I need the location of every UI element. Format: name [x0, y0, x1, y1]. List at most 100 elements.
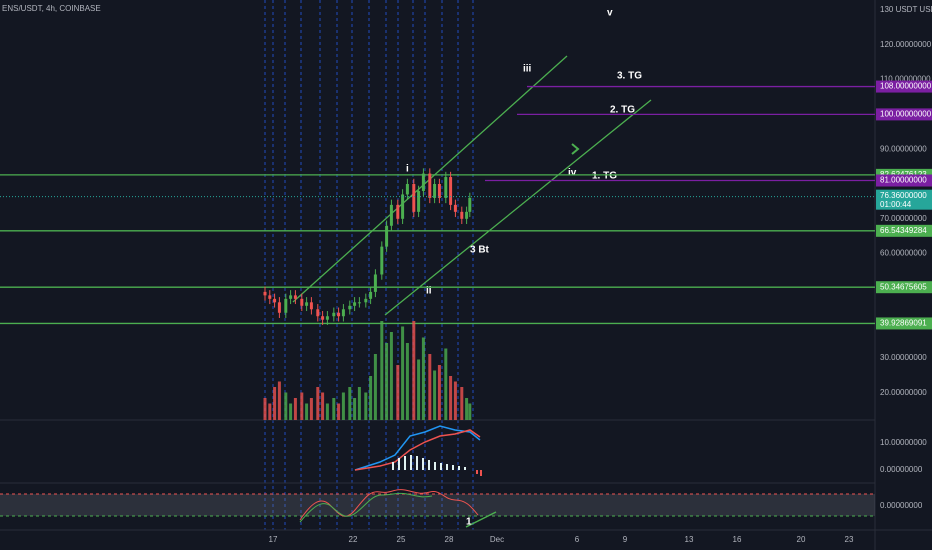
- volume-bar: [316, 387, 320, 420]
- volume-bar: [263, 398, 267, 420]
- volume-bar: [268, 403, 272, 420]
- volume-bar: [449, 376, 453, 420]
- candle-body: [380, 246, 384, 275]
- candle-body: [309, 302, 313, 310]
- candle-body: [353, 302, 357, 306]
- price-tick-label: 110.00000000: [880, 75, 931, 84]
- price-tick-label: 90.00000000: [880, 144, 927, 153]
- wave-label: i: [406, 164, 409, 175]
- volume-bar: [433, 370, 437, 420]
- date-tick-label: 20: [797, 535, 806, 544]
- volume-bar: [369, 376, 373, 420]
- annotation: 3 Bt: [470, 245, 490, 256]
- candle-body: [305, 302, 309, 306]
- volume-bar: [373, 354, 377, 420]
- level-badge-text: 100.00000000: [880, 110, 932, 119]
- volume-bar: [325, 403, 329, 420]
- level-badge: [876, 224, 932, 237]
- volume-bar: [309, 398, 313, 420]
- target-label: 2. TG: [610, 105, 635, 116]
- price-tick-label: 20.00000000: [880, 388, 927, 397]
- wave-label: iv: [568, 168, 577, 179]
- candle-body: [396, 204, 400, 219]
- macd-histogram-neg: [476, 470, 482, 476]
- candle-body: [449, 177, 453, 205]
- candle-body: [369, 291, 373, 299]
- volume-bar: [305, 403, 309, 420]
- candle-body: [316, 309, 320, 317]
- candle-body: [389, 204, 393, 226]
- price-tick-label: 70.00000000: [880, 214, 927, 223]
- candle-body: [325, 316, 329, 320]
- candle-body: [460, 211, 464, 219]
- volume-bar: [293, 398, 297, 420]
- level-badge-text: 66.54349284: [880, 226, 927, 235]
- price-tick-label: 60.00000000: [880, 249, 927, 258]
- wave-label: iii: [523, 64, 532, 75]
- price-tick-label: 120.00000000: [880, 40, 932, 49]
- date-tick-label: 9: [623, 535, 628, 544]
- candle-body: [293, 295, 297, 299]
- candle-body: [373, 274, 377, 292]
- volume-bar: [401, 326, 405, 420]
- rsi-band: [0, 494, 875, 516]
- volume-bar: [396, 365, 400, 420]
- date-tick-label: 28: [445, 535, 454, 544]
- volume-bar: [273, 387, 277, 420]
- volume-bar: [460, 387, 464, 420]
- level-badge-text: 50.34675605: [880, 282, 927, 291]
- wave-label: 1: [466, 517, 472, 528]
- channel-lower: [384, 99, 652, 316]
- date-tick-label: 23: [845, 535, 854, 544]
- volume-bar: [389, 332, 393, 420]
- wave-label: ii: [426, 286, 432, 297]
- level-badge-text: 108.00000000: [880, 82, 932, 91]
- level-badge: [876, 108, 932, 121]
- candle-body: [437, 184, 441, 198]
- volume-bar: [385, 343, 389, 420]
- candle-body: [364, 298, 368, 303]
- date-tick-label: 25: [397, 535, 406, 544]
- candle-body: [453, 204, 457, 212]
- volume-bar: [332, 398, 336, 420]
- countdown-text: 01:00:44: [880, 200, 912, 209]
- price-tick-label: 30.00000000: [880, 353, 927, 362]
- level-badge: [876, 317, 932, 330]
- volume-bar: [321, 392, 325, 420]
- volume-bar: [380, 321, 384, 420]
- last-price-text: 76.36000000: [880, 191, 927, 200]
- rsi-tick-label: 0.00000000: [880, 501, 923, 510]
- volume-bar: [421, 337, 425, 420]
- candle-body: [465, 211, 469, 219]
- rsi-trendline: [465, 511, 497, 528]
- candle-body: [284, 298, 288, 313]
- level-badge: [876, 174, 932, 187]
- level-badge-text: 81.00000000: [880, 176, 927, 185]
- level-badge: [876, 80, 932, 93]
- date-tick-label: 17: [269, 535, 278, 544]
- volume-bar: [353, 398, 357, 420]
- volume-bar: [277, 381, 281, 420]
- volume-bar: [465, 398, 469, 420]
- volume-bar: [364, 392, 368, 420]
- candle-body: [428, 173, 432, 198]
- candle-body: [277, 302, 281, 313]
- volume-bar: [284, 392, 288, 420]
- volume-bar: [357, 387, 361, 420]
- last-price-badge: [876, 189, 932, 210]
- volume-bar: [453, 381, 457, 420]
- volume-bar: [468, 403, 472, 420]
- volume-bar: [337, 403, 341, 420]
- candle-body: [385, 225, 389, 247]
- candle-body: [405, 184, 409, 195]
- candle-body: [412, 184, 416, 212]
- volume-bar: [300, 392, 304, 420]
- symbol-header: ENS/USDT, 4h, COINBASE: [2, 4, 101, 13]
- level-badge-text: 82.62476123: [880, 170, 927, 179]
- arrow: [571, 143, 580, 155]
- volume-bar: [412, 321, 416, 420]
- candle-body: [444, 177, 448, 198]
- volume-bar: [417, 359, 421, 420]
